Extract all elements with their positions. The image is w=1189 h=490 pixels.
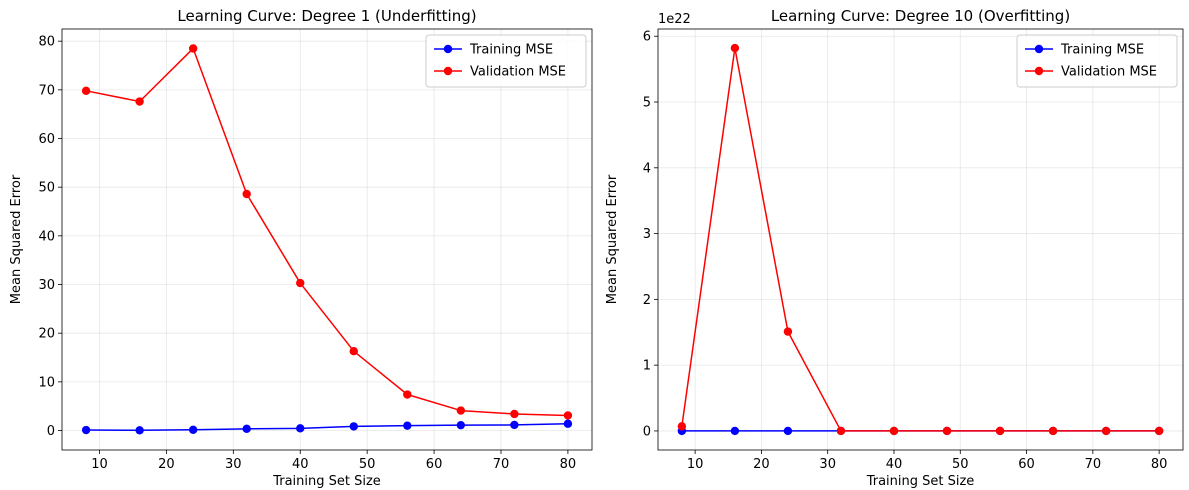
validation-point	[188, 44, 198, 53]
x-axis-label: Training Set Size	[272, 474, 381, 489]
y-tick-label: 40	[38, 229, 55, 244]
legend-marker	[443, 66, 453, 76]
y-axis-label: Mean Squared Error	[605, 174, 620, 304]
validation-point	[730, 43, 740, 53]
x-tick-label: 20	[158, 457, 175, 472]
training-point	[563, 419, 573, 428]
x-axis-label: Training Set Size	[866, 474, 975, 489]
training-point	[135, 426, 144, 435]
training-point	[296, 424, 305, 433]
plot-frame	[61, 28, 593, 451]
validation-point	[510, 409, 519, 419]
legend-label: Validation MSE	[1061, 65, 1157, 80]
validation-point	[456, 406, 466, 415]
x-tick-label: 60	[426, 457, 443, 472]
x-tick-label: 50	[359, 457, 376, 472]
training-point	[349, 422, 358, 431]
legend-label: Training MSE	[469, 43, 553, 58]
legend: Training MSE Validation MSE	[425, 34, 587, 88]
y-tick-label: 70	[38, 83, 55, 98]
x-tick-label: 10	[687, 457, 704, 472]
y-tick-label: 3	[643, 227, 651, 242]
validation-point	[1048, 426, 1058, 436]
x-tick-label: 20	[753, 457, 770, 472]
series-line-validation	[681, 47, 1160, 432]
validation-point	[1101, 426, 1111, 436]
y-tick-label: 30	[38, 278, 55, 293]
validation-point	[889, 426, 899, 436]
y-tick-label: 4	[643, 161, 651, 176]
y-tick-label: 0	[643, 424, 651, 439]
legend-marker	[1034, 66, 1044, 76]
training-point	[403, 421, 412, 430]
y-offset-label: 1e22	[658, 12, 691, 27]
validation-point	[995, 426, 1005, 436]
x-tick-label: 60	[1018, 457, 1035, 472]
x-tick-label: 40	[886, 457, 903, 472]
legend-marker	[1034, 44, 1044, 54]
y-tick-label: 5	[643, 96, 651, 111]
y-tick-label: 10	[38, 375, 55, 390]
chart-panel-1: 10 20 30 40 50 60 70 80 0 10 20 30 40 50 60 70 80 Learnin…	[9, 7, 593, 489]
validation-point	[242, 189, 251, 199]
validation-point	[296, 278, 305, 288]
training-point	[188, 425, 198, 435]
y-tick-label: 60	[38, 132, 55, 147]
legend: Training MSE Validation MSE	[1016, 34, 1178, 88]
x-tick-label: 70	[1085, 457, 1102, 472]
x-tick-label: 30	[225, 457, 242, 472]
training-point	[81, 425, 91, 435]
legend-box	[1016, 34, 1178, 88]
validation-point	[836, 426, 846, 436]
training-point	[242, 424, 251, 434]
chart-title: Learning Curve: Degree 10 (Overfitting)	[771, 7, 1070, 25]
x-tick-label: 80	[1151, 457, 1168, 472]
y-tick-label: 50	[38, 181, 55, 196]
series-line-training	[86, 422, 568, 432]
grid	[658, 29, 1183, 450]
validation-point	[677, 422, 687, 431]
chart-panel-2: 10 20 30 40 50 60 70 80 0 1 2 3 4 5 6 1e22 Learning Curv…	[605, 7, 1184, 489]
x-tick-label: 10	[91, 457, 108, 472]
validation-point	[81, 86, 91, 96]
x-tick-label: 50	[952, 457, 969, 472]
legend-marker	[443, 44, 453, 54]
y-tick-label: 6	[643, 30, 651, 45]
training-point	[510, 420, 519, 430]
y-axis-label: Mean Squared Error	[9, 174, 24, 304]
x-tick-label: 40	[292, 457, 309, 472]
chart-title: Learning Curve: Degree 1 (Underfitting)	[177, 7, 476, 25]
legend-label: Validation MSE	[470, 65, 566, 80]
series-line-validation	[85, 47, 568, 417]
training-point	[456, 420, 466, 430]
y-tick-label: 0	[47, 424, 55, 439]
validation-point	[1154, 426, 1164, 436]
x-tick-label: 30	[819, 457, 836, 472]
validation-point	[942, 426, 952, 436]
y-tick-label: 1	[643, 359, 651, 374]
y-tick-label: 20	[38, 327, 55, 342]
validation-point	[563, 411, 573, 420]
validation-point	[349, 346, 358, 356]
validation-point	[135, 97, 144, 106]
plot-frame	[657, 28, 1184, 451]
x-tick-label: 70	[493, 457, 510, 472]
training-point	[783, 426, 793, 436]
legend-label: Training MSE	[1060, 43, 1144, 58]
validation-point	[783, 327, 793, 336]
y-tick-label: 2	[643, 293, 651, 308]
training-point	[730, 426, 740, 436]
y-tick-label: 80	[38, 35, 55, 50]
legend-box	[425, 34, 587, 88]
x-tick-label: 80	[560, 457, 577, 472]
validation-point	[403, 390, 412, 399]
grid	[62, 29, 592, 450]
